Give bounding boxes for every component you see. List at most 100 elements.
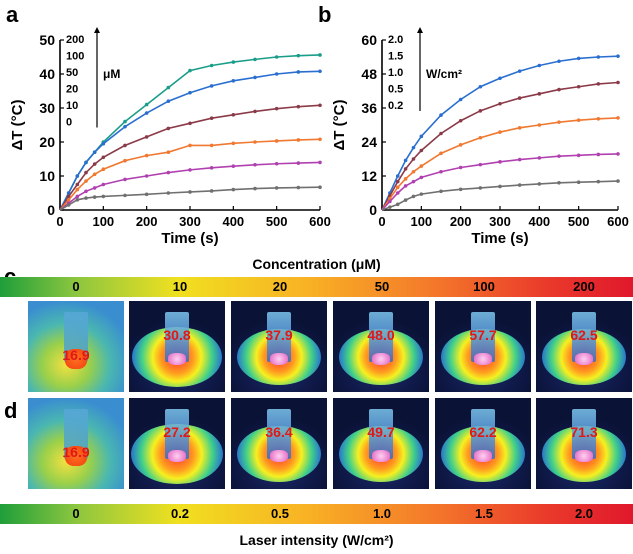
- legend-label: 50: [66, 67, 78, 79]
- x-tick-label: 400: [222, 214, 244, 229]
- data-point: [253, 75, 257, 80]
- data-point: [123, 119, 127, 124]
- data-point: [75, 194, 80, 199]
- y-tick-label: 36: [361, 100, 377, 116]
- hotspot: [474, 450, 492, 463]
- data-point: [274, 161, 279, 166]
- y-tick-label: 10: [39, 168, 55, 184]
- hotspot: [65, 349, 87, 370]
- data-point: [498, 101, 502, 106]
- vial-shape: [165, 311, 189, 362]
- data-point: [253, 162, 257, 167]
- x-tick-label: 200: [450, 214, 472, 229]
- data-point: [478, 84, 483, 89]
- temperature-reading: 62.5: [570, 327, 598, 343]
- data-point: [517, 183, 522, 187]
- legend-label: 0.2: [388, 100, 403, 112]
- concentration-label: 20: [272, 279, 288, 294]
- data-point: [209, 84, 214, 88]
- data-point: [388, 205, 392, 209]
- legend-arrow-head: [417, 27, 423, 33]
- data-point: [498, 130, 502, 134]
- data-point: [458, 97, 463, 102]
- data-point: [123, 143, 127, 148]
- x-tick-label: 400: [528, 214, 550, 229]
- data-point: [557, 59, 561, 64]
- data-point: [231, 79, 236, 83]
- data-point: [517, 157, 522, 162]
- data-point: [557, 120, 561, 124]
- data-point: [596, 55, 601, 59]
- temperature-reading: 49.7: [367, 424, 395, 440]
- data-point: [458, 118, 463, 123]
- concentration-bar-title: Concentration (μM): [252, 256, 381, 272]
- legend-label: 1.0: [388, 67, 403, 79]
- hotspot: [168, 450, 186, 463]
- data-point: [439, 169, 443, 174]
- data-point: [166, 150, 171, 154]
- data-point: [188, 168, 192, 172]
- legend-label: 0: [66, 117, 72, 129]
- data-point: [596, 116, 601, 121]
- laser-label: 0.5: [270, 506, 290, 521]
- data-point: [439, 189, 443, 194]
- data-point: [253, 186, 257, 191]
- data-point: [498, 184, 502, 189]
- laser-label: 0.2: [170, 506, 190, 521]
- series-line: [59, 70, 321, 211]
- data-point: [576, 118, 581, 122]
- data-point: [274, 106, 279, 111]
- data-point: [596, 179, 601, 184]
- legend-label: 0.5: [388, 84, 403, 96]
- temperature-reading: 57.7: [469, 327, 497, 343]
- vial-shape: [165, 408, 189, 459]
- x-tick-label: 600: [607, 214, 629, 229]
- data-point: [123, 177, 127, 182]
- temperature-reading: 48.0: [367, 327, 395, 343]
- thermal-image: 16.9: [27, 397, 125, 490]
- thermal-image: 49.7: [332, 397, 430, 490]
- x-tick-label: 100: [92, 214, 114, 229]
- x-tick-label: 0: [378, 214, 385, 229]
- data-point: [403, 167, 408, 171]
- data-point: [92, 162, 97, 166]
- data-point: [92, 195, 97, 199]
- data-point: [576, 84, 581, 89]
- temperature-reading: 27.2: [163, 424, 191, 440]
- legend-unit: μM: [103, 67, 120, 81]
- data-point: [209, 63, 214, 68]
- laser-label: 1.0: [372, 506, 392, 521]
- laser-label: 0: [72, 506, 80, 521]
- vial-shape: [267, 408, 291, 459]
- data-point: [274, 72, 279, 76]
- data-point: [439, 131, 443, 136]
- data-point: [318, 53, 322, 57]
- data-point: [144, 111, 149, 115]
- data-point: [296, 138, 301, 142]
- legend-label: 100: [66, 51, 84, 63]
- data-point: [66, 194, 71, 199]
- y-tick-label: 20: [39, 134, 55, 150]
- data-point: [188, 68, 192, 73]
- data-point: [101, 182, 106, 187]
- data-point: [209, 116, 214, 120]
- thermal-image: 62.5: [535, 300, 633, 393]
- data-point: [616, 54, 620, 58]
- vial-shape: [471, 311, 495, 362]
- data-point: [92, 172, 97, 177]
- thermal-image: 27.2: [128, 397, 226, 490]
- data-point: [498, 160, 502, 164]
- data-point: [66, 198, 71, 202]
- data-point: [616, 80, 620, 85]
- y-tick-label: 60: [361, 32, 377, 48]
- x-tick-label: 200: [136, 214, 158, 229]
- data-point: [231, 113, 236, 117]
- hotspot: [65, 446, 87, 467]
- data-point: [123, 193, 127, 198]
- data-point: [209, 143, 214, 148]
- legend-label: 2.0: [388, 34, 403, 46]
- panel-label-d: d: [4, 398, 18, 423]
- data-point: [75, 198, 80, 202]
- data-point: [166, 126, 171, 131]
- data-point: [419, 134, 424, 139]
